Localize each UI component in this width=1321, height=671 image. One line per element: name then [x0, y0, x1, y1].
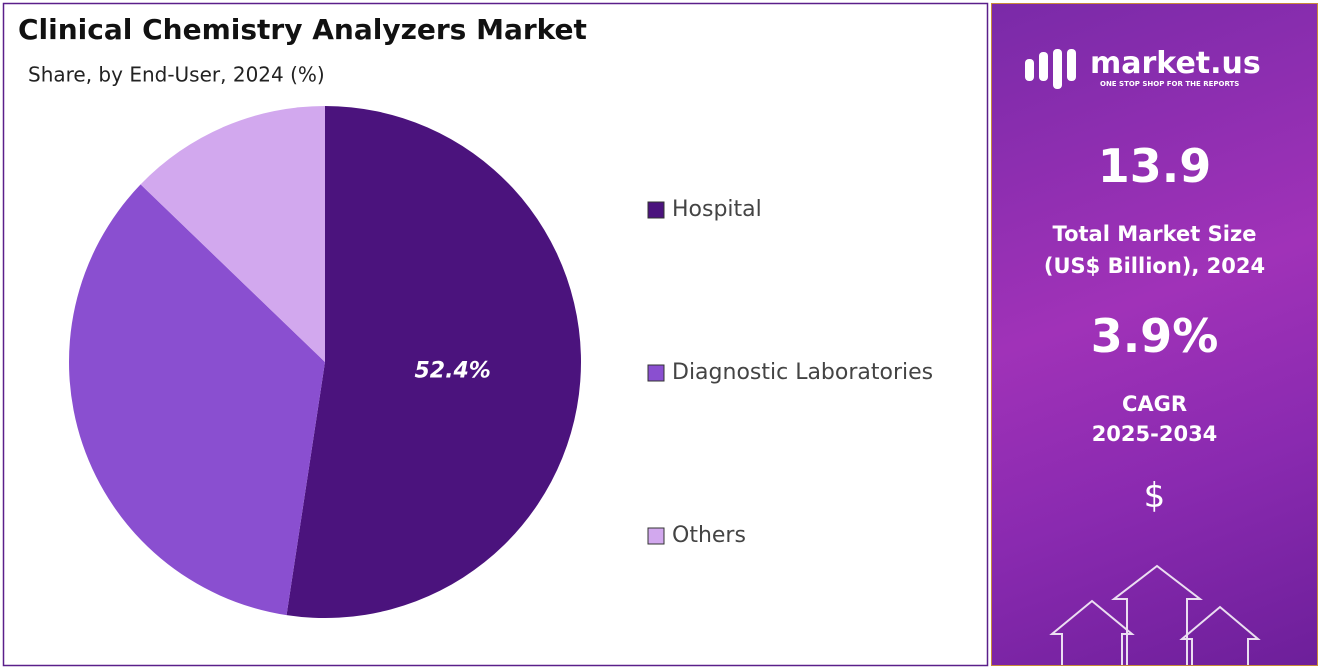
legend-label: Others [672, 523, 746, 548]
data-label: 52.4% [414, 359, 490, 384]
decor [1025, 49, 1261, 665]
cagr-label: 2025-2034 [1091, 422, 1218, 446]
side-panel: market.us ONE STOP SHOP FOR THE REPORTS … [991, 3, 1318, 666]
market-size-label: (US$ Billion), 2024 [1043, 254, 1266, 278]
legend-label: Hospital [672, 197, 762, 222]
chart: Clinical Chemistry Analyzers Market Shar… [2, 2, 989, 667]
pie-slice [286, 106, 582, 618]
legend-swatch [647, 364, 665, 382]
tagline: ONE STOP SHOP FOR THE REPORTS [1100, 80, 1240, 88]
market-size: 13.9 [1097, 139, 1212, 193]
cagr: 3.9% [1090, 309, 1219, 363]
chart-title: Clinical Chemistry Analyzers Market [18, 13, 587, 46]
legend-label: Diagnostic Laboratories [672, 360, 933, 385]
cagr-label: CAGR [1121, 392, 1188, 416]
chart-border [2, 2, 989, 667]
icon: $ [1143, 476, 1166, 516]
legend-swatch [647, 527, 665, 545]
chart-subtitle: Share, by End-User, 2024 (%) [28, 63, 325, 87]
pie-slice [69, 184, 325, 616]
pie-slice [140, 106, 325, 362]
brand: market.us [1090, 46, 1261, 81]
market-size-label: Total Market Size [1052, 222, 1257, 246]
legend-swatch [647, 201, 665, 219]
